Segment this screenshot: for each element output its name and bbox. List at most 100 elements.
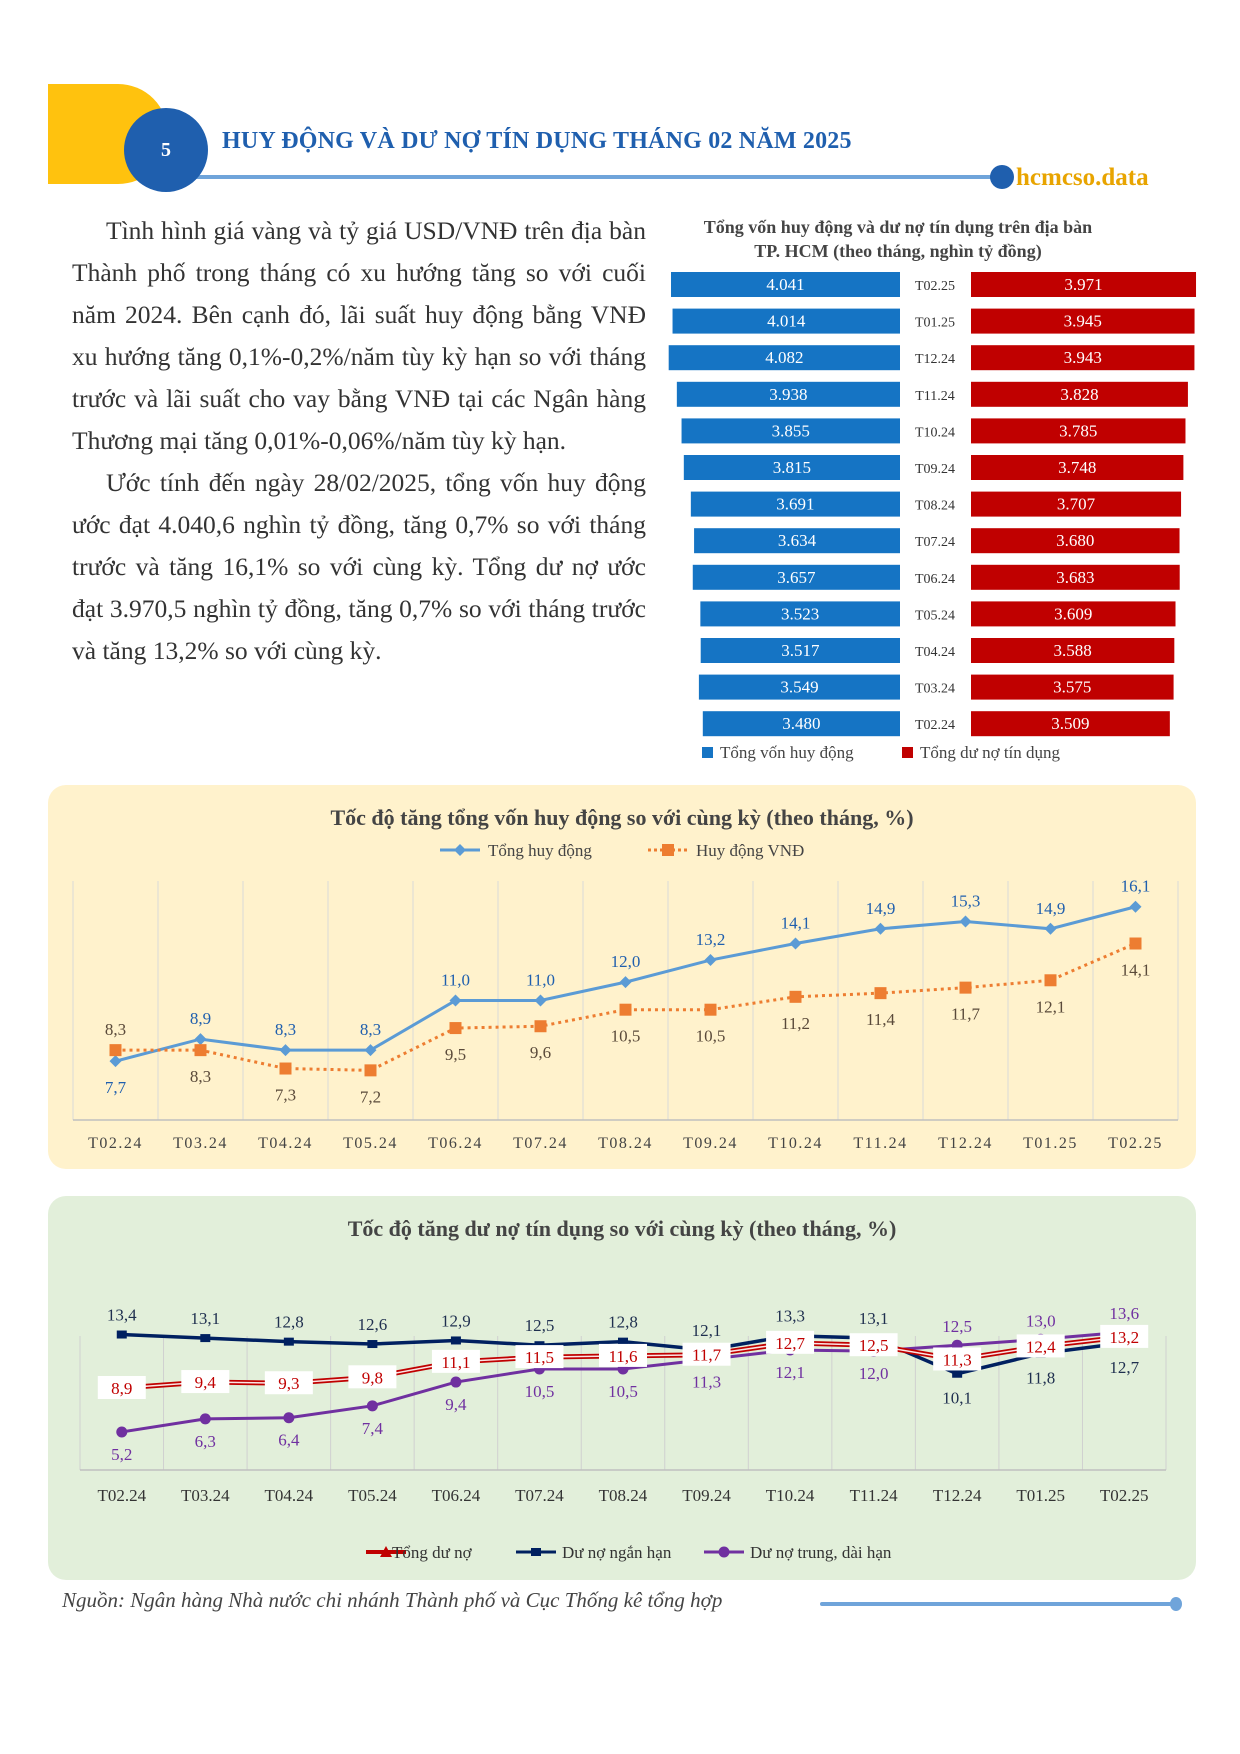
bar-credit-label: 3.680 <box>1056 531 1094 550</box>
data-label: 12,9 <box>441 1311 471 1330</box>
bar-deposit-label: 4.082 <box>765 348 803 367</box>
data-label: 8,3 <box>190 1067 211 1086</box>
data-point <box>450 1376 462 1388</box>
bar-chart-title: Tổng vốn huy động và dư nợ tín dụng trên… <box>668 215 1128 263</box>
data-point <box>618 1337 628 1346</box>
data-label: 14,9 <box>866 899 896 918</box>
bar-category-label: T01.25 <box>915 316 955 331</box>
data-point <box>1129 900 1142 913</box>
footer-divider <box>820 1602 1176 1606</box>
data-point <box>200 1334 211 1343</box>
bar-credit <box>971 455 1184 480</box>
legend-credit-label: Tổng dư nợ tín dụng <box>920 743 1061 762</box>
data-point <box>283 1337 294 1346</box>
data-label-box <box>431 1349 480 1373</box>
data-point <box>283 1412 295 1424</box>
data-label: 12,1 <box>1036 997 1066 1016</box>
x-tick-label: T09.24 <box>683 1135 738 1152</box>
data-label: 12,5 <box>859 1336 889 1355</box>
data-label: 8,3 <box>275 1020 296 1039</box>
data-point <box>1044 922 1057 935</box>
data-point <box>109 1044 122 1057</box>
bar-chart-title-line: TP. HCM (theo tháng, nghìn tỷ đồng) <box>754 241 1042 261</box>
data-label: 12,7 <box>775 1334 805 1353</box>
data-label: 15,3 <box>951 891 981 910</box>
data-point <box>450 1336 461 1345</box>
bar-deposit <box>671 272 900 297</box>
data-label: 13,1 <box>859 1309 889 1328</box>
data-point <box>959 915 972 928</box>
data-label: 14,1 <box>1121 961 1151 980</box>
bar-deposit-label: 4.014 <box>767 312 806 331</box>
bar-deposit <box>700 638 900 663</box>
data-label: 12,1 <box>775 1363 805 1382</box>
bar-credit <box>971 381 1188 407</box>
bar-deposit <box>681 418 900 444</box>
brand-name: hcmcso.data <box>1016 164 1149 191</box>
bar-category-label: T05.24 <box>915 608 955 623</box>
legend-credit-swatch <box>902 747 913 758</box>
legend-vnd-marker <box>662 844 674 856</box>
data-label: 11,5 <box>525 1348 554 1367</box>
bar-deposit <box>698 674 900 700</box>
legend-short-label: Dư nợ ngắn hạn <box>562 1543 672 1562</box>
x-tick-label: T03.24 <box>173 1135 228 1152</box>
legend-long-marker <box>718 1546 730 1558</box>
bar-category-label: T11.24 <box>915 389 955 404</box>
data-label: 14,9 <box>1036 899 1066 918</box>
bar-deposit <box>672 308 900 334</box>
bar-deposit-label: 3.549 <box>780 678 818 697</box>
data-label: 12,8 <box>608 1313 638 1332</box>
data-label: 12,5 <box>525 1316 555 1335</box>
bar-credit-label: 3.683 <box>1056 568 1094 587</box>
data-point <box>952 1369 963 1378</box>
bar-credit <box>971 345 1195 371</box>
data-label: 10,1 <box>942 1389 972 1408</box>
data-point <box>194 1033 207 1046</box>
x-tick-label: T06.24 <box>428 1135 483 1152</box>
bar-deposit <box>694 528 900 554</box>
x-tick-label: T10.24 <box>766 1486 815 1505</box>
data-label-box <box>181 1370 230 1394</box>
data-label: 7,4 <box>362 1419 384 1438</box>
bar-deposit-label: 3.523 <box>781 604 819 623</box>
data-point <box>116 1330 127 1339</box>
article-body: Tình hình giá vàng và tỷ giá USD/VNĐ trê… <box>72 210 646 672</box>
bar-credit-label: 3.943 <box>1064 348 1102 367</box>
x-tick-label: T05.24 <box>348 1486 397 1505</box>
data-label: 11,7 <box>951 1005 981 1024</box>
data-label: 8,3 <box>360 1020 381 1039</box>
x-tick-label: T02.24 <box>97 1486 146 1505</box>
data-label: 6,4 <box>278 1431 300 1450</box>
data-point <box>449 1022 462 1035</box>
data-label: 12,7 <box>1109 1358 1139 1377</box>
bar-credit-label: 3.609 <box>1054 604 1092 623</box>
bar-deposit <box>668 345 900 371</box>
data-point <box>367 1340 378 1349</box>
bar-chart-title-line: Tổng vốn huy động và dư nợ tín dụng trên… <box>703 217 1093 237</box>
data-label: 11,0 <box>526 971 555 990</box>
data-point <box>959 981 972 994</box>
legend-deposit-swatch <box>702 747 713 758</box>
data-label-box <box>515 1345 564 1369</box>
bar-category-label: T09.24 <box>915 462 955 477</box>
data-label-box <box>766 1330 815 1354</box>
data-label: 9,4 <box>195 1373 217 1392</box>
source-note: Nguồn: Ngân hàng Nhà nước chi nhánh Thàn… <box>62 1588 723 1612</box>
bar-credit <box>971 528 1180 554</box>
bar-category-label: T04.24 <box>915 645 955 660</box>
data-label: 8,9 <box>190 1009 211 1028</box>
bar-deposit-label: 3.691 <box>776 495 814 514</box>
x-tick-label: T03.24 <box>181 1486 230 1505</box>
header-divider <box>190 175 998 179</box>
data-point <box>364 1044 377 1057</box>
data-label: 11,2 <box>781 1014 810 1033</box>
page-title: HUY ĐỘNG VÀ DƯ NỢ TÍN DỤNG THÁNG 02 NĂM … <box>222 128 852 154</box>
data-point <box>534 1020 547 1033</box>
x-tick-label: T08.24 <box>599 1486 648 1505</box>
data-point <box>364 1064 377 1077</box>
data-label: 11,7 <box>692 1346 722 1365</box>
bar-deposit-label: 3.517 <box>781 641 820 660</box>
bar-credit-label: 3.785 <box>1059 421 1097 440</box>
data-point <box>279 1062 292 1075</box>
